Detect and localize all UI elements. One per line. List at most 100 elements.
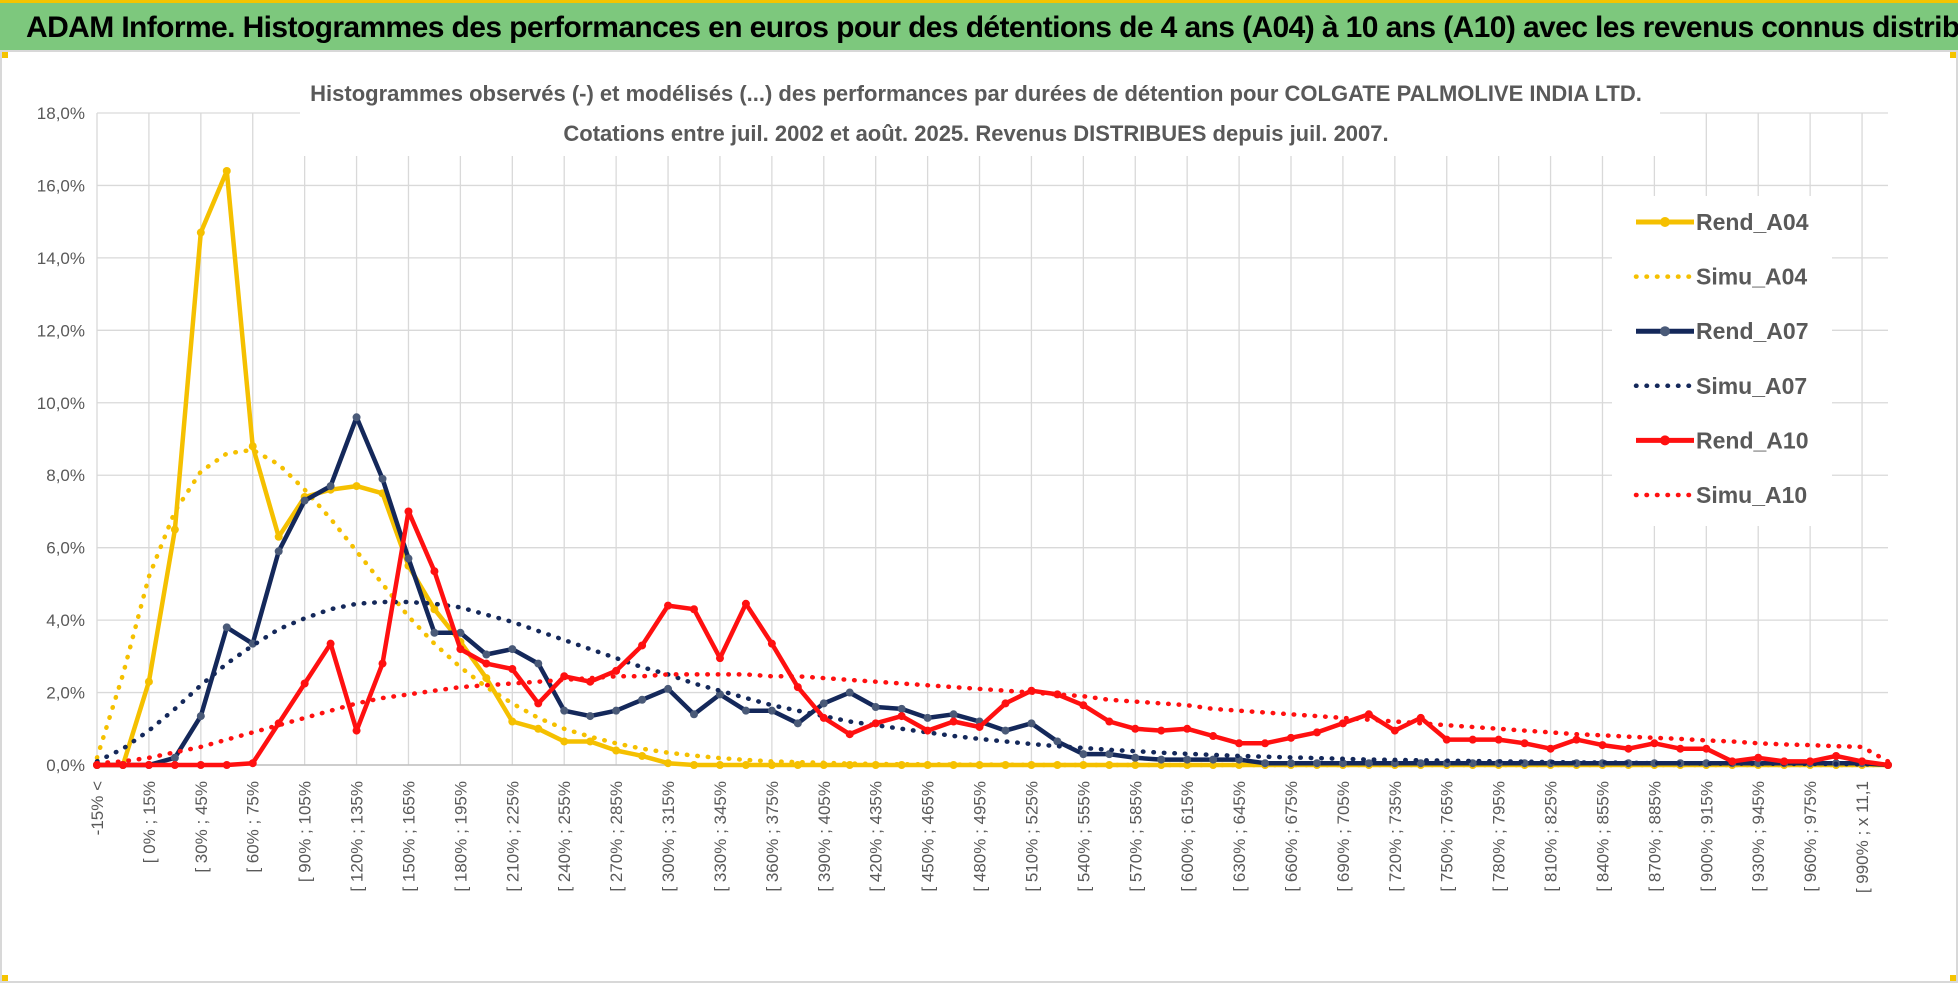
x-tick-label: -15% <: [88, 781, 107, 835]
data-point-Rend_A10: [1131, 724, 1140, 733]
data-point-Rend_A10: [923, 726, 932, 735]
data-point-Rend_A10: [1105, 717, 1114, 726]
data-point-Rend_A10: [1235, 739, 1244, 748]
legend-marker: [1660, 217, 1670, 227]
y-tick-label: 8,0%: [46, 466, 85, 485]
data-point-Rend_A10: [638, 641, 647, 650]
x-tick-label: [ 960% ; 975%: [1801, 781, 1820, 892]
x-tick-label: [ 600% ; 615%: [1178, 781, 1197, 892]
legend-label: Simu_A04: [1696, 264, 1807, 290]
data-point-Rend_A10: [196, 761, 205, 769]
data-point-Rend_A10: [1676, 744, 1685, 753]
data-point-Rend_A04: [949, 761, 958, 769]
chart-series: [93, 166, 1892, 769]
data-point-Rend_A10: [1364, 710, 1373, 719]
data-point-Rend_A10: [1780, 757, 1789, 766]
legend-backdrop: [1612, 196, 1832, 526]
data-point-Rend_A04: [560, 737, 569, 746]
x-tick-label: [ 420% ; 435%: [867, 781, 886, 892]
data-point-Rend_A07: [923, 713, 932, 722]
data-point-Rend_A10: [949, 717, 958, 726]
x-tick-label: [ 990% ; x 11,1: [1853, 781, 1872, 893]
data-point-Rend_A10: [1806, 757, 1815, 766]
data-point-Rend_A10: [975, 722, 984, 731]
corner-marker: [1950, 52, 1956, 58]
data-point-Rend_A10: [378, 659, 387, 668]
y-tick-label: 2,0%: [46, 684, 85, 703]
series-line-Simu_A07: [94, 599, 1891, 767]
data-point-Rend_A04: [638, 751, 647, 760]
data-point-Rend_A04: [144, 677, 153, 686]
data-point-Rend_A07: [482, 650, 491, 659]
x-axis: -15% < [ 0% ; 15% [ 30% ; 45% [ 60% ; 75% [ …: [88, 781, 1872, 893]
data-point-Rend_A10: [1884, 761, 1892, 769]
data-point-Rend_A10: [1442, 735, 1451, 744]
data-point-Rend_A07: [352, 413, 361, 422]
x-tick-label: [ 180% ; 195%: [451, 781, 470, 892]
data-point-Rend_A10: [1157, 726, 1166, 735]
data-point-Rend_A10: [1312, 728, 1321, 737]
y-tick-label: 14,0%: [37, 249, 85, 268]
report-title: ADAM Informe. Histogrammes des performan…: [26, 11, 1958, 44]
data-point-Rend_A07: [222, 623, 231, 632]
data-point-Rend_A10: [534, 699, 543, 708]
data-point-Rend_A07: [274, 547, 283, 556]
data-point-Rend_A07: [1312, 759, 1321, 768]
data-point-Rend_A10: [404, 507, 413, 516]
data-point-Rend_A10: [1598, 741, 1607, 750]
x-tick-label: [ 930% ; 945%: [1749, 781, 1768, 892]
x-tick-label: [ 660% ; 675%: [1282, 781, 1301, 892]
x-tick-label: [ 480% ; 495%: [971, 781, 990, 892]
data-point-Rend_A07: [638, 695, 647, 704]
data-point-Rend_A04: [534, 724, 543, 733]
legend-label: Rend_A10: [1696, 427, 1808, 453]
data-point-Rend_A07: [404, 554, 413, 563]
data-point-Rend_A07: [741, 706, 750, 715]
y-axis: 0,0% 2,0% 4,0% 6,0% 8,0% 10,0% 12,0% 14,0% 16,0%…: [37, 104, 85, 775]
data-point-Rend_A10: [1572, 735, 1581, 744]
data-point-Rend_A04: [248, 442, 257, 451]
data-point-Rend_A07: [586, 712, 595, 721]
data-point-Rend_A10: [1702, 744, 1711, 753]
data-point-Rend_A07: [508, 645, 517, 654]
x-tick-label: [ 780% ; 795%: [1490, 781, 1509, 892]
data-point-Rend_A10: [1832, 751, 1841, 760]
data-point-Rend_A04: [715, 761, 724, 769]
chart-title: Histogrammes observés (-) et modélisés (…: [310, 81, 1642, 106]
data-point-Rend_A10: [845, 730, 854, 739]
report-banner: ADAM Informe. Histogrammes des performan…: [0, 0, 1958, 50]
x-tick-label: [ 870% ; 885%: [1645, 781, 1664, 892]
data-point-Rend_A10: [819, 713, 828, 722]
x-tick-label: [ 630% ; 645%: [1230, 781, 1249, 892]
x-tick-label: [ 810% ; 825%: [1542, 781, 1561, 892]
x-tick-label: [ 330% ; 345%: [711, 781, 730, 892]
data-point-Rend_A07: [1416, 759, 1425, 768]
data-point-Rend_A07: [767, 706, 776, 715]
data-point-Rend_A07: [612, 706, 621, 715]
data-point-Rend_A07: [1338, 759, 1347, 768]
x-tick-label: [ 900% ; 915%: [1697, 781, 1716, 892]
data-point-Rend_A10: [1520, 739, 1529, 748]
data-point-Rend_A10: [1858, 757, 1867, 766]
data-point-Rend_A07: [1079, 750, 1088, 759]
data-point-Rend_A07: [664, 684, 673, 693]
y-tick-label: 16,0%: [37, 176, 85, 195]
data-point-Rend_A07: [196, 712, 205, 721]
data-point-Rend_A10: [1494, 735, 1503, 744]
data-point-Rend_A10: [741, 599, 750, 608]
data-point-Rend_A04: [482, 674, 491, 683]
data-point-Rend_A04: [196, 228, 205, 237]
legend-marker: [1660, 326, 1670, 337]
data-point-Rend_A10: [352, 726, 361, 735]
x-tick-label: [ 240% ; 255%: [555, 781, 574, 892]
data-point-Rend_A07: [300, 496, 309, 505]
data-point-Rend_A04: [274, 532, 283, 541]
data-point-Rend_A07: [170, 753, 179, 762]
data-point-Rend_A10: [482, 659, 491, 668]
data-point-Rend_A04: [793, 761, 802, 769]
title-backdrop: [300, 74, 1660, 156]
x-tick-label: [ 390% ; 405%: [815, 781, 834, 892]
data-point-Rend_A07: [1027, 719, 1036, 728]
data-point-Rend_A10: [430, 567, 439, 576]
legend-label: Rend_A07: [1696, 318, 1808, 344]
